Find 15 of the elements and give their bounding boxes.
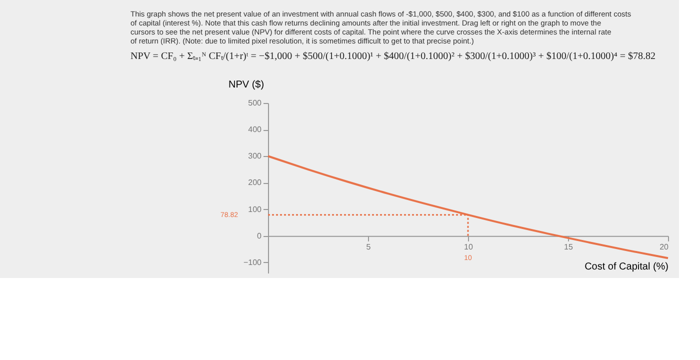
x-tick-label: 10: [464, 242, 474, 252]
y-tick-label: 400: [248, 125, 262, 134]
x-axis-title: Cost of Capital (%): [584, 262, 668, 272]
y-tick-label: 100: [248, 204, 262, 214]
x-tick-label: 20: [660, 242, 670, 252]
chart-subtitle: NPV = CF₀ + Σₜ₌₁ᴺ CFₜ/(1+r)ᵗ = −$1,000 + $500/(1+0.1000)¹ + $400/(1+0.1000)² + $300/(1+0.1000)³ + $100/(1+0.1000)⁴ = $78.82: [130, 51, 656, 62]
y-axis-title: NPV ($): [228, 80, 264, 90]
y-tick-label: 200: [248, 178, 262, 188]
x-tick-label: 5: [366, 242, 372, 252]
x-tick-label: 15: [564, 242, 574, 252]
y-tick-label: 500: [248, 98, 262, 108]
y-tick-label: −100: [243, 258, 262, 267]
y-tick-label: 0: [257, 231, 262, 240]
y-tick-label: 300: [248, 152, 262, 161]
line-series: [267, 155, 669, 260]
